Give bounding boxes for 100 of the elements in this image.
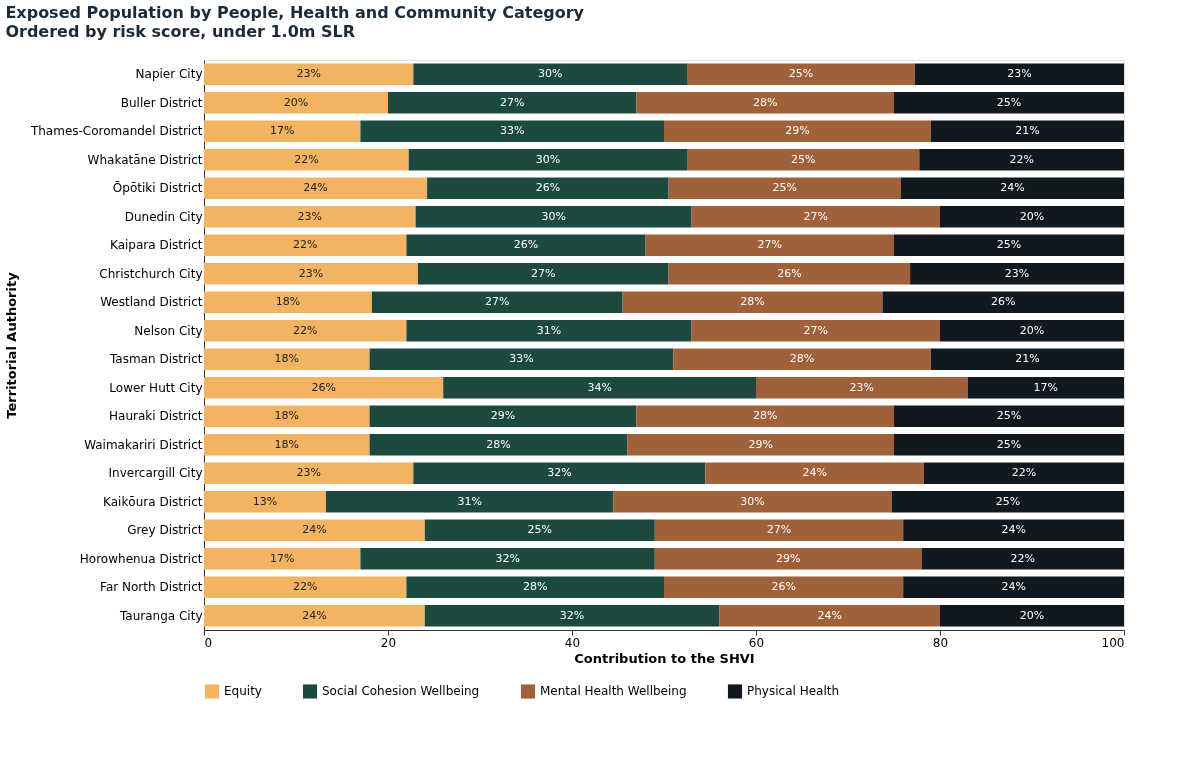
data-label: 30% — [740, 494, 765, 508]
data-label: 23% — [297, 209, 323, 223]
data-label: 31% — [457, 494, 482, 508]
data-label: 22% — [1009, 152, 1034, 166]
data-label: 24% — [302, 523, 327, 537]
data-label: 27% — [803, 323, 829, 337]
data-label: 18% — [274, 352, 300, 366]
data-label: 27% — [757, 238, 783, 252]
data-label: 26% — [991, 295, 1016, 309]
data-label: 28% — [486, 437, 511, 451]
data-label: 24% — [802, 466, 827, 480]
data-label: 29% — [748, 437, 773, 451]
data-label: 24% — [303, 181, 328, 195]
data-label: 27% — [803, 209, 829, 223]
data-label: 28% — [789, 352, 815, 366]
legend-label: Physical Health — [747, 684, 840, 699]
y-tick-label: Grey District — [127, 523, 203, 538]
x-tick-label: 20 — [380, 635, 397, 650]
data-label: 26% — [513, 238, 539, 252]
y-tick-label: Whakatāne District — [87, 152, 203, 167]
data-label: 27% — [485, 295, 510, 309]
data-label: 24% — [1001, 580, 1026, 594]
y-tick-label: Waimakariri District — [84, 437, 203, 452]
y-tick-label: Dunedin City — [124, 209, 203, 224]
data-label: 22% — [1011, 466, 1037, 480]
data-label: 20% — [1019, 323, 1045, 337]
data-label: 26% — [771, 580, 796, 594]
y-tick-label: Lower Hutt City — [109, 380, 203, 395]
data-label: 25% — [790, 152, 816, 166]
data-label: 21% — [1015, 352, 1040, 366]
data-label: 18% — [274, 409, 300, 423]
data-label: 22% — [294, 152, 319, 166]
data-label: 28% — [752, 95, 778, 109]
y-tick-label: Far North District — [100, 580, 203, 595]
data-label: 25% — [996, 437, 1022, 451]
data-label: 13% — [252, 494, 278, 508]
y-axis-title: Territorial Authority — [3, 271, 19, 419]
data-label: 27% — [499, 95, 525, 109]
y-tick-label: Tauranga City — [119, 608, 203, 623]
data-label: 32% — [495, 551, 520, 565]
data-label: 26% — [535, 181, 561, 195]
data-label: 20% — [1019, 608, 1045, 622]
data-label: 23% — [296, 466, 321, 480]
data-label: 25% — [996, 95, 1022, 109]
y-tick-label: Horowhenua District — [79, 551, 203, 566]
data-label: 25% — [995, 494, 1021, 508]
y-tick-label: Kaipara District — [109, 238, 203, 253]
data-label: 17% — [269, 551, 295, 565]
x-tick-label: 0 — [204, 635, 213, 650]
data-label: 20% — [1019, 209, 1045, 223]
data-label: 22% — [292, 238, 318, 252]
data-label: 32% — [547, 466, 572, 480]
data-label: 31% — [536, 323, 562, 337]
data-label: 22% — [1010, 551, 1036, 565]
data-label: 23% — [849, 380, 875, 394]
data-label: 21% — [1015, 124, 1040, 138]
data-label: 25% — [772, 181, 797, 195]
data-label: 25% — [996, 238, 1022, 252]
data-label: 25% — [527, 523, 553, 537]
y-tick-label: Tasman District — [108, 352, 203, 367]
data-label: 30% — [535, 152, 561, 166]
data-label: 26% — [777, 266, 802, 280]
y-tick-label: Westland District — [100, 295, 203, 310]
x-axis-title: Contribution to the SHVI — [574, 650, 755, 666]
data-label: 30% — [537, 67, 563, 81]
data-label: 23% — [298, 266, 324, 280]
data-label: 24% — [817, 608, 842, 622]
chart-subtitle: Ordered by risk score, under 1.0m SLR — [5, 22, 356, 41]
y-tick-label: Hauraki District — [109, 409, 203, 424]
data-label: 25% — [788, 67, 814, 81]
data-label: 17% — [269, 124, 295, 138]
data-label: 27% — [766, 523, 792, 537]
x-tick-label: 40 — [564, 635, 581, 650]
data-label: 22% — [292, 323, 318, 337]
x-tick-label: 80 — [932, 635, 949, 650]
data-label: 28% — [522, 580, 548, 594]
y-tick-label: Nelson City — [134, 323, 203, 338]
data-label: 29% — [775, 551, 801, 565]
data-label: 17% — [1033, 380, 1059, 394]
data-label: 23% — [1004, 266, 1030, 280]
chart-title: Exposed Population by People, Health and Community Category — [5, 3, 585, 22]
data-label: 18% — [274, 437, 300, 451]
x-tick-label: 100 — [1101, 635, 1125, 650]
data-label: 32% — [559, 608, 585, 622]
data-label: 26% — [311, 380, 336, 394]
legend-label: Social Cohesion Wellbeing — [322, 684, 480, 699]
data-label: 28% — [740, 295, 765, 309]
data-label: 22% — [292, 580, 318, 594]
data-label: 24% — [302, 608, 327, 622]
x-tick-label: 60 — [748, 635, 765, 650]
data-label: 24% — [1000, 181, 1025, 195]
data-label: 33% — [509, 352, 534, 366]
y-tick-label: Buller District — [120, 95, 203, 110]
data-label: 20% — [283, 95, 309, 109]
y-tick-label: Ōpōtiki District — [112, 181, 203, 196]
y-tick-label: Thames-Coromandel District — [29, 124, 203, 139]
legend-label: Equity — [224, 684, 262, 699]
data-label: 29% — [785, 124, 810, 138]
data-label: 34% — [587, 380, 612, 394]
data-label: 30% — [541, 209, 566, 223]
